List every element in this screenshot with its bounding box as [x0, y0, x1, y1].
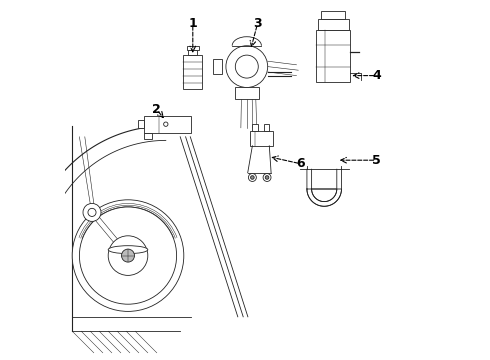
Circle shape [226, 46, 268, 87]
Bar [144, 133, 152, 139]
Circle shape [83, 203, 101, 221]
Circle shape [108, 236, 148, 275]
Text: 5: 5 [372, 154, 381, 167]
Text: 2: 2 [152, 103, 161, 116]
Text: 3: 3 [253, 17, 262, 30]
Bar [318, 19, 348, 30]
Bar [316, 30, 350, 82]
Ellipse shape [108, 246, 148, 253]
Circle shape [250, 176, 254, 179]
Bar [249, 131, 273, 146]
Bar [213, 59, 222, 74]
Circle shape [263, 174, 271, 181]
Bar [187, 46, 199, 50]
Circle shape [88, 208, 96, 216]
Circle shape [265, 176, 269, 179]
Bar [235, 87, 259, 99]
Text: 4: 4 [372, 69, 381, 82]
Circle shape [164, 122, 168, 126]
Circle shape [79, 207, 176, 304]
Bar [144, 116, 191, 133]
Bar [252, 124, 258, 131]
Circle shape [235, 55, 258, 78]
Circle shape [248, 174, 256, 181]
Bar [138, 120, 144, 128]
Bar [183, 55, 202, 89]
Circle shape [122, 249, 134, 262]
Bar [321, 11, 345, 19]
Bar [264, 124, 270, 131]
Circle shape [72, 200, 184, 311]
Bar [188, 50, 197, 55]
Text: 6: 6 [296, 157, 305, 170]
Text: 1: 1 [189, 17, 197, 30]
